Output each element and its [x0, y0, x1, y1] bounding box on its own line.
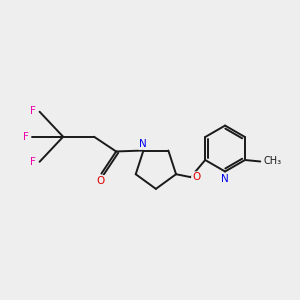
Text: O: O [192, 172, 200, 182]
Text: F: F [30, 158, 36, 167]
Text: F: F [30, 106, 36, 116]
Text: O: O [97, 176, 105, 186]
Text: N: N [221, 174, 229, 184]
Text: N: N [139, 139, 147, 149]
Text: CH₃: CH₃ [264, 157, 282, 166]
Text: F: F [23, 132, 29, 142]
